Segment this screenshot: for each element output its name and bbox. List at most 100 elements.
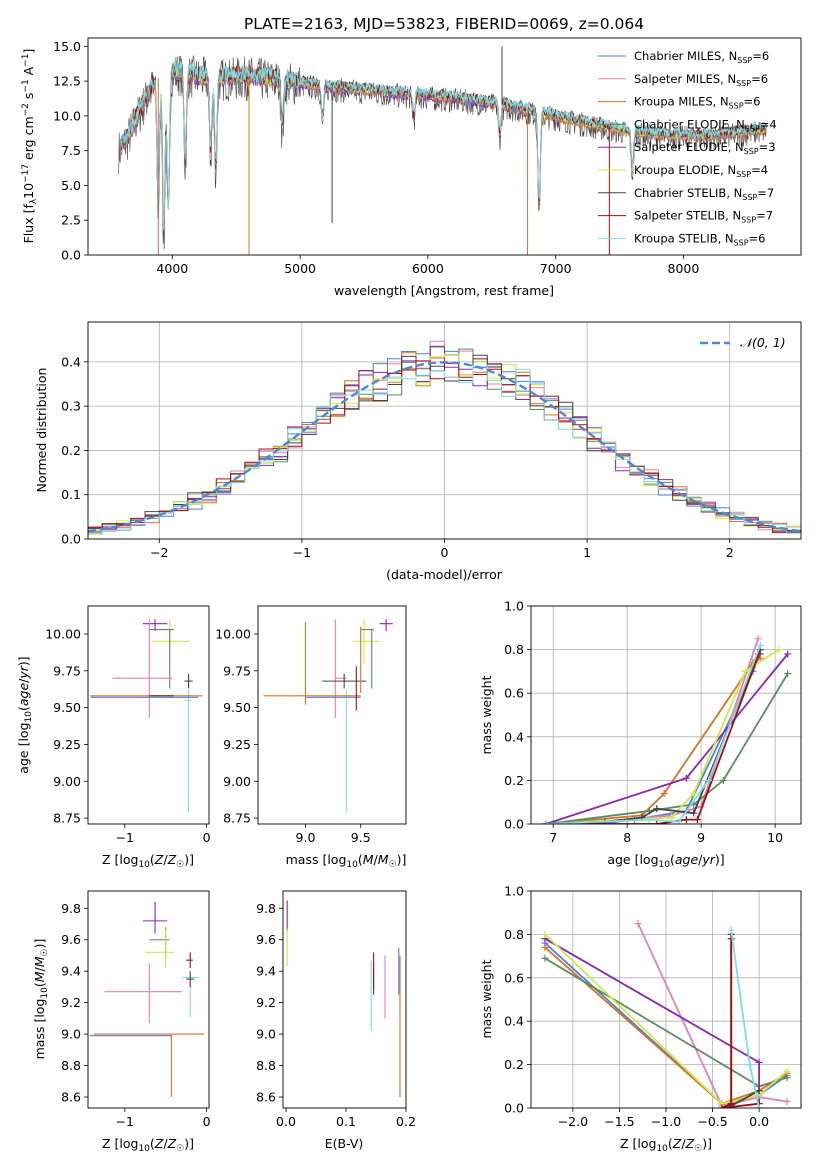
x-tick-label: 4000 [156,261,188,276]
y-tick-label: 9.50 [53,700,81,715]
weight-line [730,929,760,1108]
plot-area [531,891,801,1108]
x-tick-label: −1 [293,545,311,560]
weight-marker [783,1074,791,1082]
weight-marker [634,920,642,928]
x-tick-label: 8 [623,830,631,845]
y-tick-label: 8.75 [223,811,251,826]
legend-label: Salpeter STELIB, NSSP=7 [634,209,773,225]
legend-label: Kroupa ELODIE, NSSP=4 [634,163,768,179]
x-tick-label: 10 [767,830,783,845]
weight-marker [718,1104,726,1108]
x-tick-label: 0.2 [396,1114,416,1129]
y-tick-label: 10.0 [53,108,81,123]
weight-marker [682,774,690,782]
y-tick-label: 9.00 [53,774,81,789]
weight-marker [756,641,764,649]
x-axis-label: mass [log10(M/M☉)] [286,852,407,870]
axes-frame [87,605,210,825]
weight-marker [693,816,701,824]
weight-marker [754,635,762,643]
y-tick-label: 9.0 [256,1027,276,1042]
weight-marker [784,670,792,678]
weight-marker [755,1087,763,1095]
age-vs-mass-panel: 9.0 9.5 8.75 9.00 9.25 9.50 9.75 10.00 mass [log… [215,605,407,870]
x-axis-label: (data-model)/error [386,567,503,582]
y-tick-label: 9.25 [223,737,251,752]
y-tick-label: 0.4 [504,1014,524,1029]
weight-marker [541,954,549,962]
x-axis-label: age [log10(age/yr)] [607,852,724,870]
y-tick-label: 9.75 [53,663,81,678]
y-tick-label: 0.0 [61,532,81,547]
y-tick-label: 9.2 [256,995,276,1010]
x-tick-label: 0 [441,545,449,560]
y-tick-label: 8.8 [256,1058,276,1073]
plot-area [263,619,393,813]
legend-label: Kroupa STELIB, NSSP=6 [634,231,765,247]
weight-marker [727,926,735,934]
x-axis-label: Z [log10(Z/Z☉)] [620,1136,712,1154]
y-tick-label: 0.6 [504,970,524,985]
y-tick-label: 0.0 [504,817,524,832]
weight-line [545,653,789,824]
weight-marker [653,805,661,813]
weight-line [544,933,788,1105]
y-axis-label: Normed distribution [34,368,49,493]
legend-label: Chabrier STELIB, NSSP=7 [634,186,774,202]
y-tick-label: 8.6 [256,1089,276,1104]
y-tick-label: 9.0 [61,1027,81,1042]
axes-frame [257,605,407,825]
spectrum-line [120,60,767,229]
weight-marker [742,667,750,675]
y-tick-label: 0.4 [61,354,81,369]
y-tick-label: 5.0 [61,178,81,193]
legend: Chabrier MILES, NSSP=6 Salpeter MILES, NS… [598,49,777,247]
weight-marker [783,1097,791,1105]
y-tick-label: 9.50 [223,700,251,715]
y-tick-label: 8.75 [53,811,81,826]
x-tick-label: 5000 [284,261,316,276]
y-tick-label: 0.6 [504,686,524,701]
x-axis-label: E(B-V) [325,1136,364,1151]
plot-area [118,46,767,255]
y-tick-label: 0.0 [504,1101,524,1116]
plot-area [531,606,801,824]
plot-area [286,900,401,1097]
x-axis-label: wavelength [Angstrom, rest frame] [334,283,554,298]
x-tick-label: 9 [697,830,705,845]
legend-label: Salpeter ELODIE, NSSP=3 [634,140,776,156]
spectrum-panel: 4000 5000 6000 7000 8000 0.0 2.5 5.0 7.5 10.0 12.5… [21,37,802,298]
legend-label: Kroupa MILES, NSSP=6 [634,95,760,111]
y-tick-label: 0.2 [61,443,81,458]
y-tick-label: 1.0 [504,884,524,899]
x-tick-label: −1 [116,830,134,845]
weight-marker [653,820,661,824]
y-tick-label: 9.6 [61,932,81,947]
legend-label: Salpeter MILES, NSSP=6 [634,72,768,88]
y-axis-label: mass weight [479,675,494,754]
x-tick-label: 6000 [412,261,444,276]
legend-label: Chabrier ELODIE, NSSP=4 [634,117,777,133]
x-tick-label: 1 [583,545,591,560]
histogram-series [88,365,801,534]
y-tick-label: 9.8 [256,901,276,916]
weight-marker [660,789,668,797]
y-tick-label: 10.00 [45,626,81,641]
axes-frame [87,890,210,1109]
age-vs-metallicity-panel: −1 0 8.75 9.00 9.25 9.50 9.75 10.00 Z [log10(Z/Z… [16,605,211,870]
y-tick-label: 9.75 [223,663,251,678]
weight-marker [746,1061,754,1069]
x-axis-label: Z [log10(Z/Z☉)] [102,852,194,870]
axes-frame [87,321,802,540]
axes-frame [87,37,802,256]
weight-marker [541,930,549,938]
weight-marker [775,646,783,654]
weight-marker [755,1058,763,1066]
weight-line [545,657,761,824]
y-tick-label: 0.2 [504,1057,524,1072]
y-tick-label: 10.00 [215,626,251,641]
weight-marker [690,789,698,797]
axes-frame [282,890,407,1109]
